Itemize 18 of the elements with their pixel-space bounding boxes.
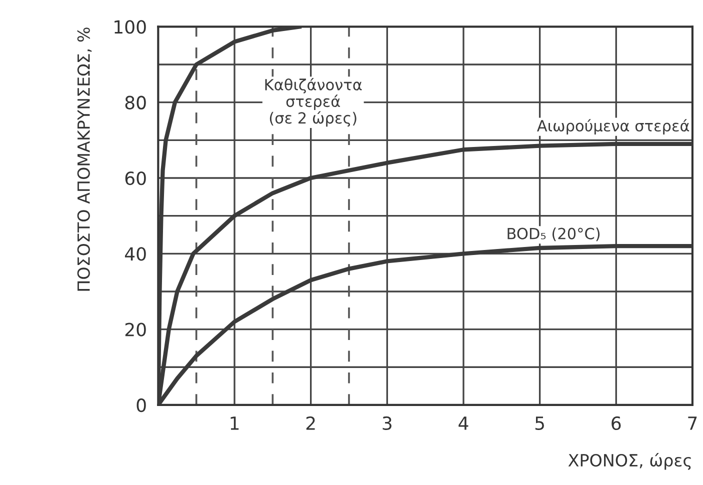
y-tick-label: 60 (125, 171, 146, 186)
y-tick-label: 100 (114, 20, 146, 34)
series-label: Αιωρούμενα στερεά (537, 119, 690, 134)
x-tick-label: 5 (535, 416, 544, 430)
x-tick-label: 2 (306, 416, 315, 430)
y-tick-label: 20 (125, 322, 146, 336)
x-tick-label: 4 (458, 416, 468, 430)
x-tick-label: 6 (612, 416, 621, 430)
x-tick-label: 3 (382, 416, 392, 430)
y-tick-label: 80 (125, 96, 146, 110)
text: Καθιζάνοντα στερεά (σε 2 ώρες) (265, 78, 362, 127)
x-tick-label: 7 (688, 416, 697, 430)
y-tick-label: 40 (124, 247, 146, 261)
series-label: BOD₅ (20°C) (508, 228, 600, 242)
x-axis-title: ΧΡΟΝΟΣ, ώρες (568, 453, 691, 470)
y-tick-label: 0 (136, 398, 146, 412)
y-axis-title: ΠΟΣΟΣΤΟ ΑΠΟΜΑΚΡΥΝΣΕΩΣ, % (77, 28, 92, 291)
x-tick-label: 1 (230, 416, 239, 430)
